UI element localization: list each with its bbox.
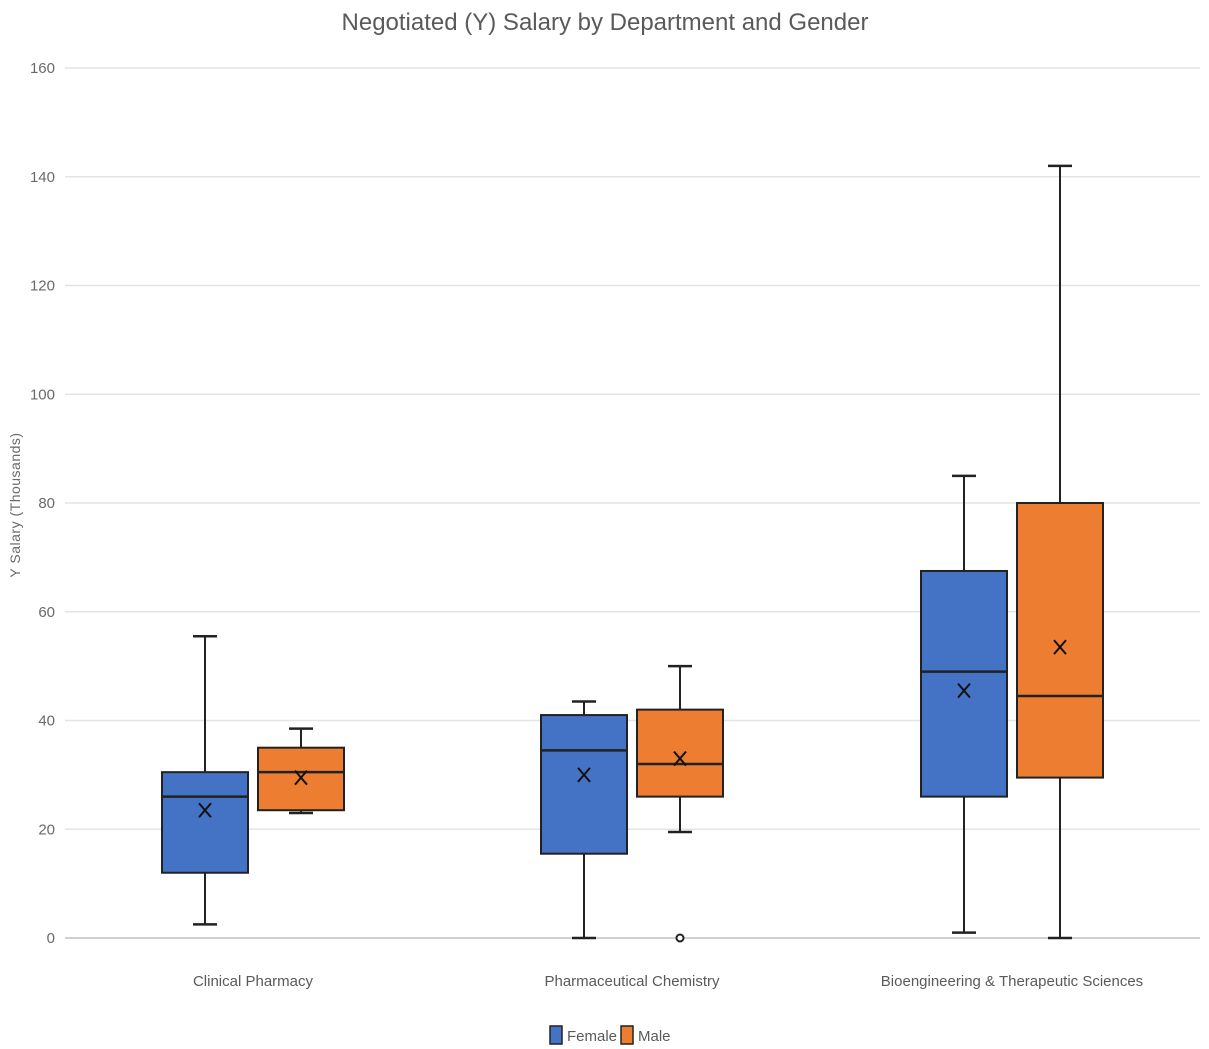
y-axis-label: Y Salary (Thousands) [7, 432, 23, 577]
y-tick-label: 80 [38, 495, 55, 512]
box-male-2 [1016, 164, 1104, 940]
y-tick-label: 140 [30, 169, 55, 186]
y-tick-label: 120 [30, 278, 55, 295]
box-iqr [540, 714, 628, 855]
mean-marker [957, 682, 971, 699]
y-tick-label: 0 [47, 930, 55, 947]
x-category-label: Pharmaceutical Chemistry [544, 973, 720, 990]
box-iqr [920, 569, 1008, 798]
legend-swatch-male [620, 1025, 634, 1045]
box-female-0 [161, 634, 249, 926]
legend-label-male: Male [638, 1028, 671, 1045]
mean-marker [577, 767, 591, 783]
box-male-1 [636, 664, 724, 943]
box-female-1 [540, 700, 628, 940]
y-axis-ticks: 0 20 40 60 80 100 120 140 160 [30, 60, 55, 947]
mean-marker [198, 802, 212, 818]
x-category-label: Bioengineering & Therapeutic Sciences [881, 973, 1143, 990]
mean-marker [294, 769, 308, 786]
box-iqr [636, 708, 724, 798]
legend: Female Male [549, 1025, 671, 1045]
outlier-point [675, 933, 685, 943]
mean-marker [1053, 639, 1067, 655]
y-tick-label: 40 [38, 713, 55, 730]
box-iqr [161, 771, 249, 874]
y-tick-label: 20 [38, 821, 55, 838]
chart-title: Negotiated (Y) Salary by Department and … [342, 9, 869, 36]
legend-label-female: Female [567, 1028, 617, 1045]
y-tick-label: 160 [30, 60, 55, 77]
y-tick-label: 60 [38, 604, 55, 621]
box-female-2 [920, 474, 1008, 934]
box-male-0 [257, 727, 345, 815]
legend-swatch-female [549, 1025, 563, 1045]
boxes [161, 164, 1104, 943]
mean-marker [673, 750, 687, 767]
x-category-label: Clinical Pharmacy [193, 973, 314, 990]
y-tick-label: 100 [30, 386, 55, 403]
box-iqr [1016, 502, 1104, 779]
grid [65, 67, 1200, 939]
category-labels: Clinical Pharmacy Pharmaceutical Chemistr… [193, 973, 1143, 990]
